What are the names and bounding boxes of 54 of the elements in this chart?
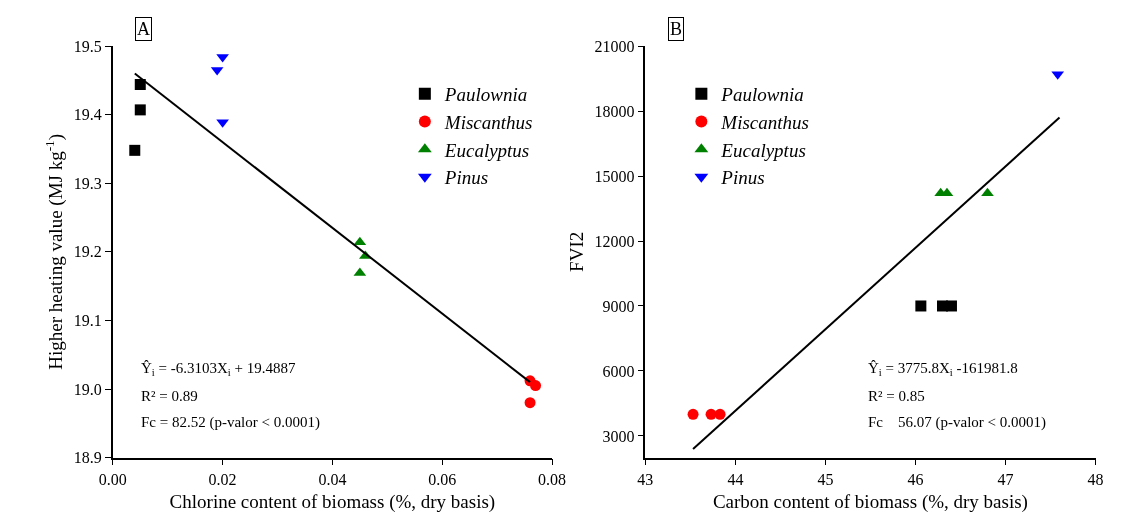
x-tick-label: 43 — [637, 470, 654, 488]
annotation: Ŷ$_{i}$ = -6.3103X$_{i}$ + 19.4887 — [141, 360, 296, 379]
x-axis-title: Carbon content of biomass (%, dry basis) — [712, 490, 1028, 513]
y-tick-label: 19.4 — [73, 106, 102, 124]
point — [134, 79, 146, 90]
x-tick-label: 0.04 — [318, 470, 347, 488]
x-tick-label: 45 — [817, 470, 834, 488]
point — [129, 144, 141, 156]
legend-label: Eucalyptus — [443, 139, 530, 161]
legend-label: Paulownia — [443, 84, 528, 106]
annotation: R² = 0.85 — [868, 388, 925, 404]
x-tick-label: 0.08 — [538, 470, 567, 488]
x-tick-label: 44 — [727, 470, 744, 488]
y-tick-label: 12000 — [594, 232, 635, 250]
point — [981, 187, 994, 197]
y-tick-label: 19.0 — [73, 380, 102, 398]
y-tick-label: 21000 — [594, 37, 635, 55]
y-tick-label: 6000 — [602, 362, 635, 380]
legend-label: Pinus — [443, 167, 489, 189]
annotation: R² = 0.89 — [141, 388, 198, 404]
text: A — [137, 19, 150, 39]
y-tick-label: 19.2 — [73, 243, 102, 261]
point — [524, 397, 536, 409]
y-tick-label: 19.5 — [73, 37, 102, 55]
y-tick-label: 18.9 — [73, 449, 102, 467]
x-tick-label: 46 — [907, 470, 924, 488]
point — [687, 408, 699, 420]
x-tick-label: 0.00 — [98, 470, 127, 488]
annotation: Fc 56.07 (p-valor < 0.0001) — [868, 414, 1047, 431]
y-tick-label: 15000 — [594, 167, 635, 185]
x-tick-label: 0.02 — [208, 470, 237, 488]
point — [530, 380, 542, 392]
x-tick-label: 47 — [997, 470, 1014, 488]
y-tick-label: 19.1 — [73, 312, 102, 330]
point — [134, 104, 146, 116]
y-tick-label: 9000 — [602, 297, 635, 315]
annotation: Ŷ$_{i}$ = 3775.8X$_{i}$ -161981.8 — [868, 360, 1018, 379]
legend-label: Eucalyptus — [720, 139, 806, 161]
text: B — [670, 19, 683, 39]
legend-label: Miscanthus — [443, 111, 533, 133]
x-axis-title: Chlorine content of biomass (%, dry basis) — [169, 490, 496, 513]
x-tick-label: 0.06 — [428, 470, 457, 488]
point — [714, 408, 726, 420]
annotation: Fc = 82.52 (p-valor < 0.0001) — [141, 414, 320, 431]
y-tick-label: 3000 — [602, 427, 635, 445]
legend-label: Miscanthus — [720, 111, 809, 133]
legend-label: Pinus — [720, 167, 765, 189]
x-tick-label: 48 — [1087, 470, 1104, 488]
point — [915, 300, 927, 312]
y-tick-label: 18000 — [594, 102, 635, 120]
legend-label: Paulownia — [720, 84, 804, 106]
y-tick-label: 19.3 — [73, 174, 102, 192]
y-axis-title: FVI2 — [565, 231, 587, 272]
point — [945, 300, 957, 312]
